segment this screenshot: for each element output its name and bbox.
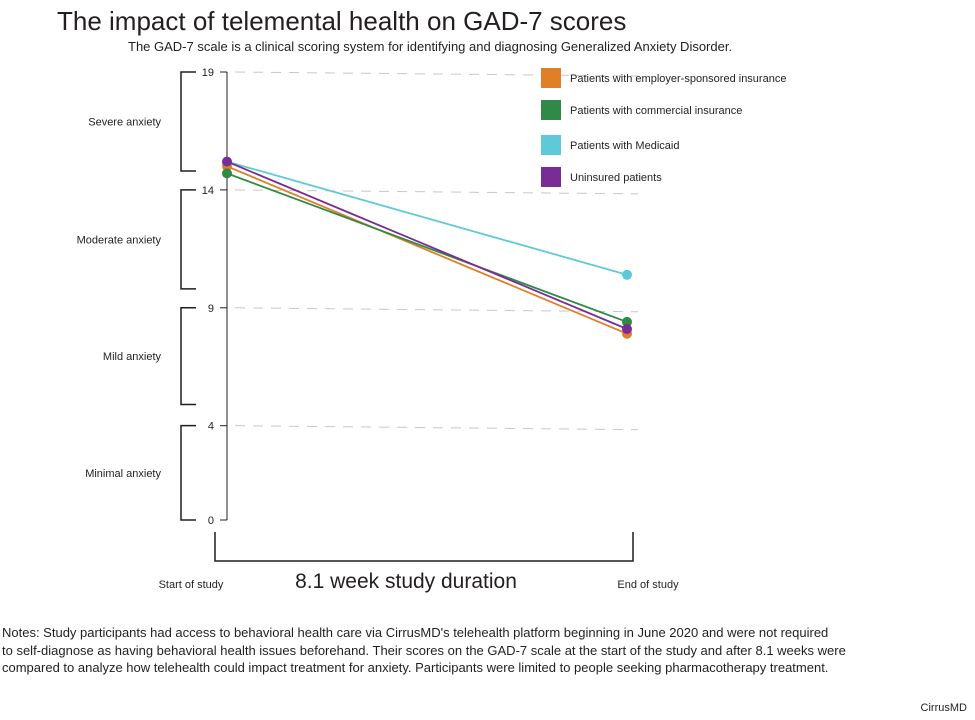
y-tick-label: 19	[202, 67, 214, 79]
severity-bracket	[180, 424, 196, 521]
legend-swatch	[541, 135, 561, 155]
series-line	[226, 172, 628, 323]
gridline	[234, 307, 639, 313]
chart: 0 4 9 14 19 Severe anxiety Moderate anxiety Mi…	[77, 67, 787, 593]
severity-bands: Severe anxiety Moderate anxiety Mild anxie…	[77, 71, 196, 521]
source-label: CirrusMD	[920, 702, 967, 714]
chart-subtitle: The GAD-7 scale is a clinical scoring sy…	[128, 39, 733, 54]
legend-swatch	[541, 68, 561, 88]
severity-bracket	[180, 307, 196, 406]
legend: Patients with employer-sponsored insuran…	[541, 68, 786, 187]
series-line	[226, 160, 628, 330]
x-axis-label: 8.1 week study duration	[295, 570, 517, 593]
notes: Notes: Study participants had access to …	[2, 624, 967, 677]
severity-label: Mild anxiety	[103, 351, 162, 363]
data-point	[622, 269, 632, 280]
gridline	[234, 425, 639, 431]
legend-label: Uninsured patients	[570, 172, 662, 184]
legend-label: Patients with commercial insurance	[570, 105, 742, 117]
series-lines	[222, 156, 632, 339]
y-tick-label: 14	[202, 185, 214, 197]
chart-title: The impact of telemental health on GAD-7…	[57, 6, 627, 36]
y-tick-label: 0	[208, 515, 214, 527]
series-line	[226, 165, 628, 335]
y-tick-label: 4	[208, 421, 214, 433]
severity-bracket	[180, 189, 196, 290]
gridline	[234, 189, 639, 195]
data-point	[222, 156, 232, 167]
severity-bracket	[180, 71, 196, 172]
legend-label: Patients with employer-sponsored insuran…	[570, 73, 786, 85]
severity-label: Severe anxiety	[88, 117, 161, 129]
x-category-end: End of study	[617, 579, 679, 591]
data-point	[622, 324, 632, 335]
series-line	[226, 160, 628, 276]
data-point	[222, 168, 232, 179]
severity-label: Minimal anxiety	[85, 468, 161, 480]
x-duration-bracket	[214, 532, 634, 562]
notes-line: compared to analyze how telehealth could…	[2, 660, 829, 675]
notes-line: to self-diagnose as having behavioral he…	[2, 642, 846, 658]
data-point	[622, 316, 632, 327]
legend-swatch	[541, 167, 561, 187]
notes-line: Notes: Study participants had access to …	[2, 625, 829, 640]
legend-label: Patients with Medicaid	[570, 140, 679, 152]
y-ticks: 0 4 9 14 19	[202, 67, 227, 527]
severity-label: Moderate anxiety	[77, 234, 162, 246]
legend-swatch	[541, 100, 561, 120]
grid-lines	[234, 71, 639, 431]
y-tick-label: 9	[208, 303, 214, 315]
gridline	[234, 71, 639, 77]
x-category-start: Start of study	[159, 579, 224, 591]
